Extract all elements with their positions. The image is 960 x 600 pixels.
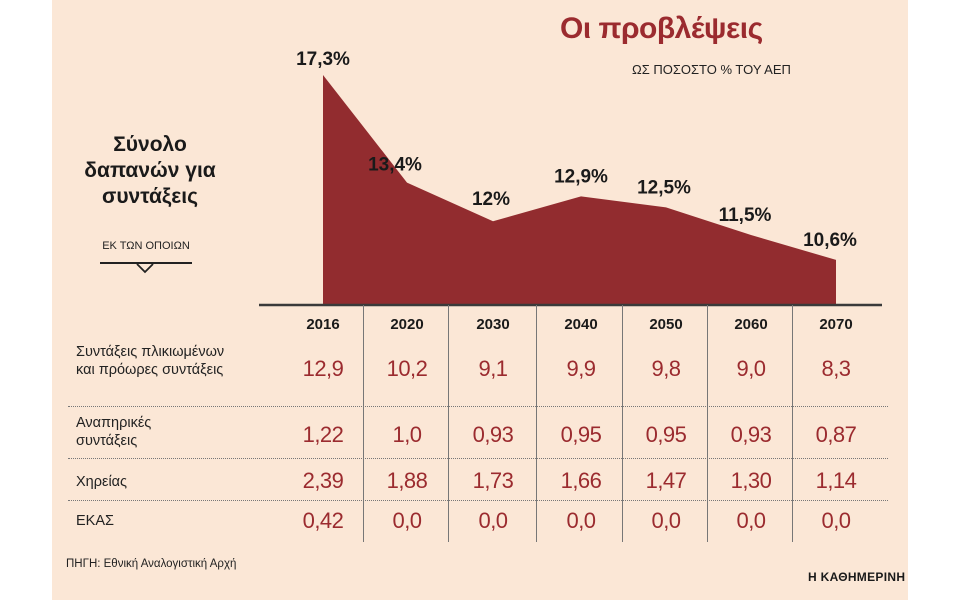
row-divider: [68, 458, 888, 459]
table-cell: 1,88: [386, 468, 428, 493]
data-label-2020: 13,4%: [368, 155, 422, 176]
data-label-2016: 17,3%: [296, 49, 350, 70]
data-label-2050: 12,5%: [637, 177, 691, 198]
row-label: Συντάξεις πλικιωμένων και πρόωρες συντάξ…: [76, 344, 225, 378]
row-divider: [68, 500, 888, 501]
table-cell: 9,1: [478, 356, 508, 381]
year-label-2050: 2050: [649, 316, 683, 333]
area-series: [323, 75, 836, 304]
breakdown-underline: [100, 262, 192, 264]
table-cell: 8,3: [821, 356, 851, 381]
table-cell: 0,0: [392, 508, 422, 533]
column-divider: [622, 305, 623, 542]
table-cell: 0,93: [472, 422, 514, 447]
row-label: Αναπηρικές συντάξεις: [76, 415, 152, 449]
row-divider: [68, 406, 888, 407]
table-cell: 0,42: [302, 508, 344, 533]
table-cell: 0,95: [560, 422, 602, 447]
table-cell: 9,8: [651, 356, 681, 381]
year-label-2030: 2030: [476, 316, 510, 333]
table-cell: 1,30: [730, 468, 772, 493]
brand-logo: Η ΚΑΘΗΜΕΡΙΝΗ: [808, 570, 906, 584]
chart-subtitle: ΩΣ ΠΟΣΟΣΤΟ % ΤΟΥ ΑΕΠ: [632, 62, 791, 77]
table-cell: 1,47: [645, 468, 687, 493]
row-label: Χηρείας: [76, 474, 128, 490]
year-label-2060: 2060: [734, 316, 768, 333]
data-label-2060: 11,5%: [719, 205, 772, 226]
table-cell: 10,2: [386, 356, 428, 381]
row-label: ΕΚΑΣ: [76, 513, 114, 529]
table-cell: 1,0: [392, 422, 422, 447]
column-divider: [707, 305, 708, 542]
table-cell: 0,0: [478, 508, 508, 533]
column-divider: [536, 305, 537, 542]
column-divider: [448, 305, 449, 542]
breakdown-label: ΕΚ ΤΩΝ ΟΠΟΙΩΝ: [102, 240, 190, 252]
column-divider: [792, 305, 793, 542]
chevron-down-icon: [136, 263, 154, 274]
table-cell: 1,22: [302, 422, 344, 447]
source-note: ΠΗΓΗ: Εθνική Αναλογιστική Αρχή: [66, 558, 237, 570]
year-label-2016: 2016: [306, 316, 340, 333]
table-cell: 1,73: [472, 468, 514, 493]
data-label-2070: 10,6%: [803, 230, 857, 251]
column-divider: [363, 305, 364, 542]
table-cell: 0,87: [815, 422, 857, 447]
table-cell: 9,9: [566, 356, 596, 381]
table-cell: 0,0: [566, 508, 596, 533]
data-label-2040: 12,9%: [554, 166, 608, 187]
table-cell: 0,93: [730, 422, 772, 447]
year-label-2020: 2020: [390, 316, 424, 333]
table-cell: 2,39: [302, 468, 344, 493]
table-cell: 9,0: [736, 356, 766, 381]
table-cell: 12,9: [302, 356, 344, 381]
table-cell: 0,95: [645, 422, 687, 447]
chart-title: Οι προβλέψεις: [560, 12, 763, 45]
year-label-2070: 2070: [819, 316, 853, 333]
year-label-2040: 2040: [564, 316, 598, 333]
table-cell: 0,0: [736, 508, 766, 533]
y-axis-label: Σύνολο δαπανών για συντάξεις: [84, 133, 216, 208]
data-label-2030: 12%: [472, 189, 510, 210]
table-cell: 0,0: [821, 508, 851, 533]
table-cell: 1,66: [560, 468, 602, 493]
table-cell: 0,0: [651, 508, 681, 533]
table-cell: 1,14: [815, 468, 857, 493]
